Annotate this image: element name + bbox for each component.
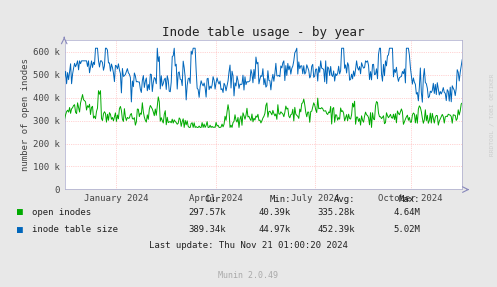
Text: 389.34k: 389.34k [188, 225, 226, 234]
Text: Last update: Thu Nov 21 01:00:20 2024: Last update: Thu Nov 21 01:00:20 2024 [149, 241, 348, 250]
Text: 452.39k: 452.39k [318, 225, 355, 234]
Text: 335.28k: 335.28k [318, 208, 355, 217]
Text: 40.39k: 40.39k [258, 208, 291, 217]
Text: ■: ■ [17, 225, 23, 234]
Text: RRDTOOL / TOBI OETIKER: RRDTOOL / TOBI OETIKER [490, 73, 495, 156]
Text: Min:: Min: [269, 195, 291, 204]
Text: Munin 2.0.49: Munin 2.0.49 [219, 271, 278, 280]
Text: Max:: Max: [399, 195, 420, 204]
Text: 297.57k: 297.57k [188, 208, 226, 217]
Y-axis label: number of open inodes: number of open inodes [21, 58, 30, 171]
Title: Inode table usage - by year: Inode table usage - by year [162, 26, 365, 39]
Text: 5.02M: 5.02M [393, 225, 420, 234]
Text: 4.64M: 4.64M [393, 208, 420, 217]
Text: Avg:: Avg: [334, 195, 355, 204]
Text: Cur:: Cur: [205, 195, 226, 204]
Text: inode table size: inode table size [32, 225, 118, 234]
Text: 44.97k: 44.97k [258, 225, 291, 234]
Text: open inodes: open inodes [32, 208, 91, 217]
Text: ■: ■ [17, 208, 23, 217]
